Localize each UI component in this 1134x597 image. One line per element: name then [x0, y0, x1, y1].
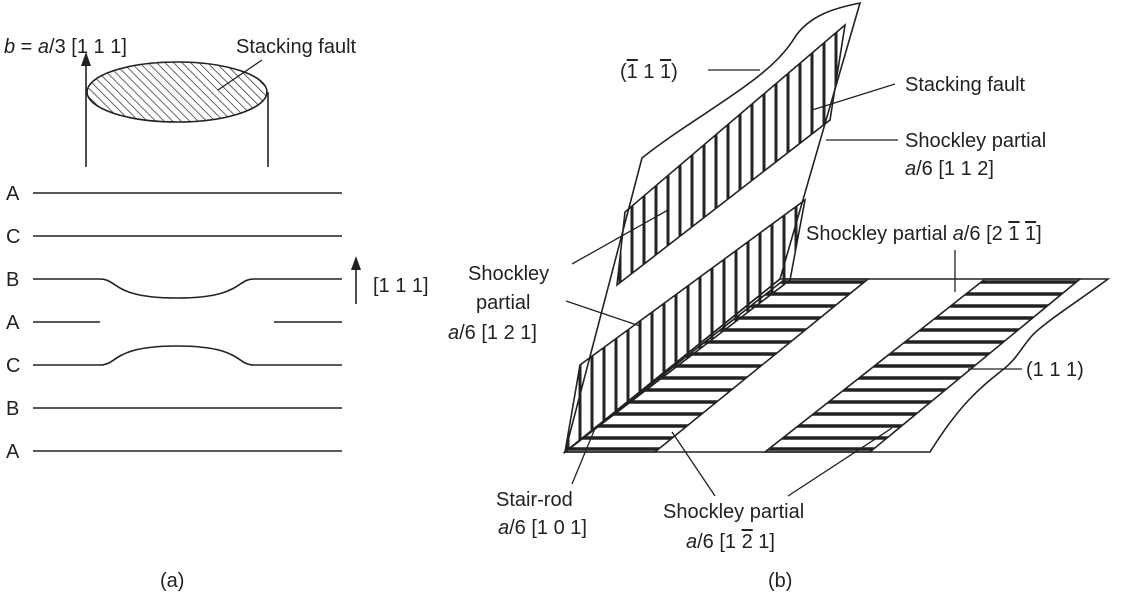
- stacking-fault-label-b: Stacking fault: [905, 74, 1026, 96]
- layer-label: A: [6, 441, 20, 463]
- plane-upper-label: (1 1 1): [620, 61, 678, 83]
- shockley-1m21-leader-right: [787, 427, 893, 497]
- panel-b: (1 1 1) Stacking fault Shockley partial …: [448, 1, 1111, 592]
- shockley-121-vector: a/6 [1 2 1]: [448, 322, 537, 344]
- shockley-112-label: Shockley partial: [905, 130, 1046, 152]
- layer-label: A: [6, 312, 20, 334]
- stacking-fault-label-a: Stacking fault: [236, 36, 357, 58]
- horizontal-band-b-outline: [762, 278, 1083, 453]
- layer-label: B: [6, 269, 19, 291]
- shockley-211-label: Shockley partial a/6 [2 1 1]: [806, 223, 1042, 245]
- layer-line-bent-down: [33, 278, 342, 299]
- layer-label: C: [6, 355, 20, 377]
- plane-lower-label: (1 1 1): [1026, 359, 1084, 381]
- panel-a: b = a/3 [1 1 1] Stacking fault A C B A C…: [4, 36, 429, 592]
- layer-label: C: [6, 226, 20, 248]
- lower-band-outline: [563, 198, 807, 454]
- stair-rod-vector: a/6 [1 0 1]: [498, 517, 587, 539]
- direction-arrow-head: [351, 256, 361, 270]
- stacking-fault-leader-b: [811, 83, 896, 111]
- caption-b: (b): [768, 570, 792, 592]
- plane-inclined: [563, 1, 862, 455]
- caption-a: (a): [160, 570, 184, 592]
- shockley-121-label-1: Shockley: [468, 263, 549, 285]
- shockley-121-leader: [565, 300, 641, 327]
- shockley-1m21-leader-left: [671, 431, 716, 497]
- stair-rod-label: Stair-rod: [496, 489, 573, 511]
- direction-label: [1 1 1]: [373, 275, 429, 297]
- shockley-121-label-2: partial: [476, 292, 530, 314]
- stacking-fault-disc: [86, 61, 268, 123]
- upper-band-leader: [571, 209, 669, 265]
- burgers-vector-label: b = a/3 [1 1 1]: [4, 36, 127, 58]
- layer-label: A: [6, 183, 20, 205]
- shockley-1m21-label: Shockley partial: [663, 501, 804, 523]
- layer-line-bent-up: [33, 345, 342, 366]
- layer-label: B: [6, 398, 19, 420]
- horizontal-band-a-outline: [562, 278, 871, 453]
- plane-111: [562, 278, 1111, 453]
- stair-rod-leader: [571, 425, 597, 485]
- shockley-112-vector: a/6 [1 1 2]: [905, 158, 994, 180]
- burgers-arrow-head: [81, 52, 91, 66]
- shockley-1m21-vector: a/6 [1 2 1]: [686, 531, 775, 553]
